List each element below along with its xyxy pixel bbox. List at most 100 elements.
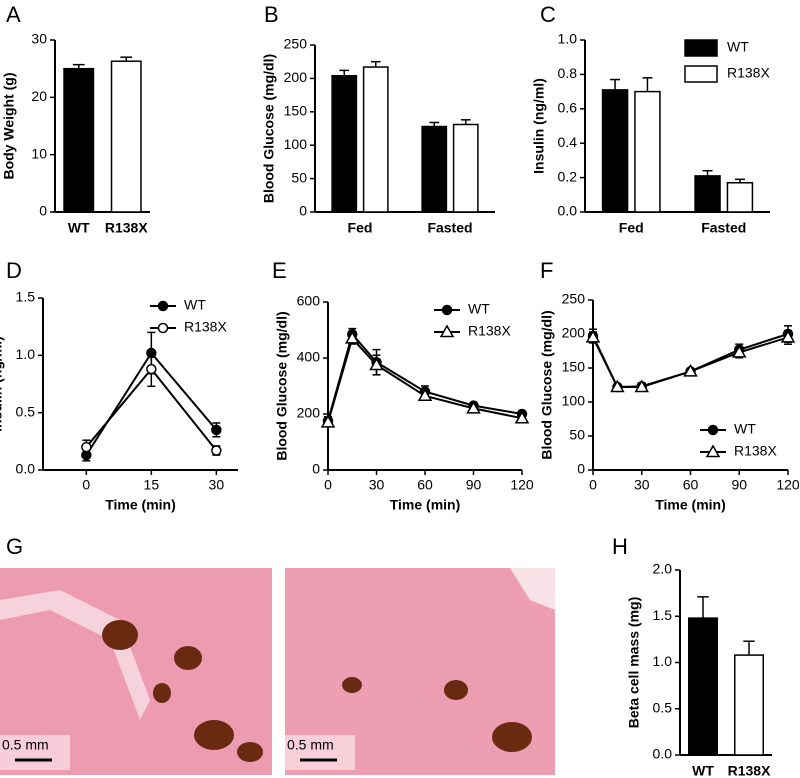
x-tick-label: 60 xyxy=(683,477,699,493)
y-tick-label: 0.0 xyxy=(653,746,673,762)
x-tick-label: Fasted xyxy=(427,220,472,236)
y-tick-label: 250 xyxy=(284,36,308,52)
y-tick-label: 0.2 xyxy=(558,168,578,184)
bar xyxy=(601,89,629,213)
legend-label: WT xyxy=(734,421,756,437)
y-tick-label: 200 xyxy=(284,69,308,85)
y-tick-label: 0.8 xyxy=(558,65,578,81)
y-tick-label: 150 xyxy=(562,359,586,375)
series-line xyxy=(592,336,789,389)
data-point xyxy=(344,330,360,344)
islet xyxy=(492,722,532,752)
x-tick-label: 120 xyxy=(510,477,534,493)
y-tick-label: 0 xyxy=(39,203,47,219)
legend-label: WT xyxy=(468,301,490,317)
data-point xyxy=(146,363,157,375)
data-point xyxy=(610,379,625,393)
y-axis-label: Blood Glucose (mg/dl) xyxy=(261,54,277,203)
bar xyxy=(726,182,754,213)
legend-marker xyxy=(707,424,719,436)
data-point xyxy=(585,329,601,343)
legend-marker xyxy=(439,324,455,338)
data-point xyxy=(417,388,433,402)
bar xyxy=(733,654,765,756)
x-tick-label: 30 xyxy=(369,477,385,493)
bar xyxy=(63,67,95,213)
y-axis-label: Insulin (ng/ml) xyxy=(0,336,5,432)
y-tick-label: 100 xyxy=(562,393,586,409)
islet xyxy=(342,677,362,693)
legend-swatch xyxy=(684,65,718,83)
x-tick-label: WT xyxy=(68,220,90,236)
data-point xyxy=(320,414,336,428)
x-axis-label: Time (min) xyxy=(105,497,176,513)
islet xyxy=(102,620,138,650)
x-tick-label: 0 xyxy=(589,477,597,493)
data-point xyxy=(634,379,650,393)
x-tick-label: 60 xyxy=(417,477,433,493)
data-point xyxy=(369,357,384,371)
y-tick-label: 0.6 xyxy=(558,100,578,116)
legend-label: R138X xyxy=(734,443,777,459)
y-tick-label: 600 xyxy=(297,293,321,309)
data-point xyxy=(731,344,747,358)
y-tick-label: 250 xyxy=(562,291,586,307)
x-tick-label: Fed xyxy=(348,220,373,236)
y-tick-label: 1.5 xyxy=(16,289,36,305)
x-tick-label: Fasted xyxy=(701,220,746,236)
legend-marker xyxy=(441,304,453,316)
y-tick-label: 30 xyxy=(31,31,47,47)
bar xyxy=(362,66,389,213)
scale-bar-label: 0.5 mm xyxy=(287,737,334,753)
y-tick-label: 1.5 xyxy=(653,607,673,623)
data-point xyxy=(683,363,698,377)
panel-label: A xyxy=(6,2,21,27)
y-tick-label: 20 xyxy=(31,88,47,104)
scale-bar-bg xyxy=(285,735,355,770)
islet xyxy=(174,646,202,670)
islet xyxy=(444,680,468,700)
x-tick-label: 30 xyxy=(634,477,650,493)
histology-images: 0.5 mm 0.5 mm G xyxy=(0,534,555,775)
y-tick-label: 1.0 xyxy=(558,31,578,47)
y-tick-label: 100 xyxy=(284,136,308,152)
panel-label: C xyxy=(540,2,556,27)
y-tick-label: 0 xyxy=(577,461,585,477)
y-tick-label: 50 xyxy=(569,427,585,443)
x-tick-label: 90 xyxy=(466,477,482,493)
y-tick-label: 2.0 xyxy=(653,561,673,577)
data-point xyxy=(211,445,222,456)
x-tick-label: 90 xyxy=(731,477,747,493)
x-tick-label: Fed xyxy=(619,220,644,236)
islet xyxy=(153,683,171,703)
tissue-edge xyxy=(510,568,555,610)
scale-bar-bg xyxy=(0,735,70,770)
x-tick-label: R138X xyxy=(105,220,148,236)
y-tick-label: 1.0 xyxy=(653,653,673,669)
data-point xyxy=(211,424,222,436)
y-tick-label: 0.4 xyxy=(558,134,578,150)
y-axis-label: Body Weight (g) xyxy=(1,72,17,179)
legend-swatch xyxy=(684,39,718,57)
panel-label: H xyxy=(612,534,628,559)
x-axis-label: Time (min) xyxy=(390,497,461,513)
y-tick-label: 0.0 xyxy=(558,203,578,219)
legend-marker xyxy=(157,300,169,312)
legend-label: R138X xyxy=(184,319,227,335)
y-tick-label: 0.5 xyxy=(16,403,36,419)
y-tick-label: 50 xyxy=(291,169,307,185)
x-tick-label: 120 xyxy=(776,477,800,493)
data-point xyxy=(466,400,481,414)
series-line xyxy=(327,336,523,423)
x-tick-label: WT xyxy=(692,763,714,778)
legend-marker xyxy=(157,322,169,334)
series-line xyxy=(327,332,523,422)
legend-label: R138X xyxy=(727,65,770,81)
scale-bar-label: 0.5 mm xyxy=(2,737,49,753)
y-tick-label: 200 xyxy=(562,325,586,341)
x-tick-label: R138X xyxy=(728,763,771,778)
x-tick-label: 15 xyxy=(144,477,160,493)
panel-label: G xyxy=(6,534,23,559)
x-tick-label: 30 xyxy=(209,477,225,493)
